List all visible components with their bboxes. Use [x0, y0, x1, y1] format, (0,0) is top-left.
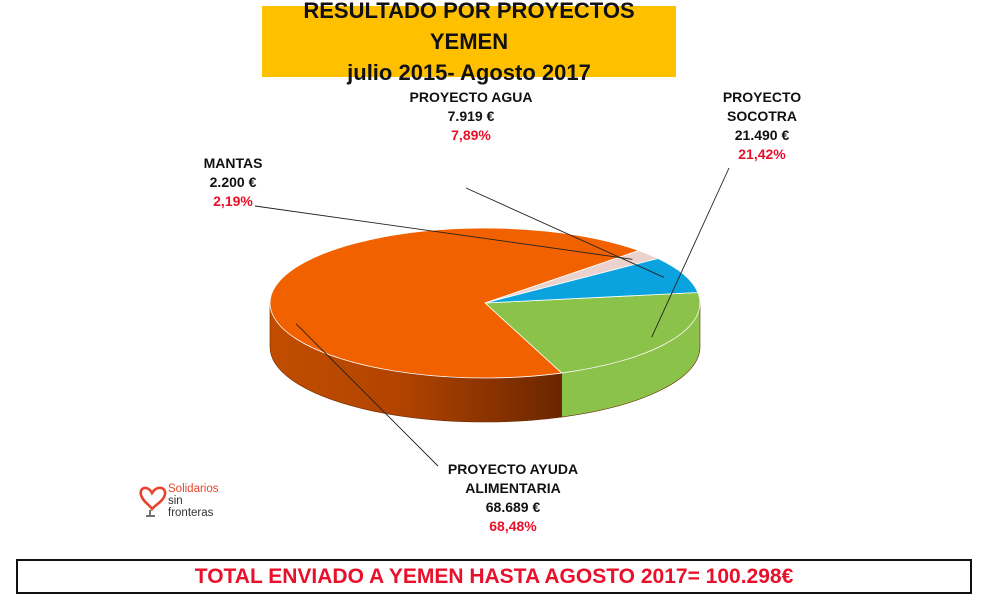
logo-line2: sin: [168, 495, 183, 507]
slice-name-mantas: MANTAS: [203, 155, 263, 171]
slice-amount-agua: 7.919 €: [447, 108, 495, 124]
slice-label-socotra: PROYECTO SOCOTRA 21.490 € 21,42%: [682, 88, 842, 164]
slice-label-agua: PROYECTO AGUA 7.919 € 7,89%: [391, 88, 551, 145]
slice-amount-alimentaria: 68.689 €: [485, 499, 541, 515]
leader-line-socotra: [651, 167, 730, 338]
slice-name-socotra-1: PROYECTO: [722, 89, 802, 105]
slice-agua: [484, 258, 699, 304]
slice-label-mantas: MANTAS 2.200 € 2,19%: [168, 154, 298, 211]
total-text: TOTAL ENVIADO A YEMEN HASTA AGOSTO 2017=…: [194, 564, 794, 588]
logo-line1: Solidarios: [168, 483, 219, 495]
heart-globe-icon: [139, 486, 167, 517]
slice-percent-alimentaria: 68,48%: [489, 518, 537, 534]
leader-line-agua: [465, 187, 665, 278]
slice-socotra: [484, 292, 701, 374]
slice-percent-socotra: 21,42%: [738, 146, 786, 162]
pie-top-layer: [269, 227, 701, 379]
slice-name-socotra-2: SOCOTRA: [727, 108, 797, 124]
logo-line3: fronteras: [168, 507, 214, 519]
slice-name-alimentaria-2: ALIMENTARIA: [465, 480, 561, 496]
logo: Solidarios sin fronteras: [138, 483, 248, 523]
slice-percent-mantas: 2,19%: [213, 193, 253, 209]
leader-lines: [254, 167, 730, 467]
slice-amount-mantas: 2.200 €: [209, 174, 257, 190]
chart-title-line2: julio 2015- Agosto 2017: [347, 60, 591, 85]
slice-name-alimentaria-1: PROYECTO AYUDA: [447, 461, 579, 477]
leader-line-alimentaria: [295, 323, 439, 467]
slice-label-alimentaria: PROYECTO AYUDA ALIMENTARIA 68.689 € 68,4…: [418, 460, 608, 536]
slice-name-agua: PROYECTO AGUA: [409, 89, 533, 105]
total-banner: TOTAL ENVIADO A YEMEN HASTA AGOSTO 2017=…: [16, 559, 972, 594]
slice-alimentaria: [269, 227, 641, 379]
leader-line-mantas: [254, 205, 633, 260]
logo-text: Solidarios sin fronteras: [168, 483, 219, 519]
slice-amount-socotra: 21.490 €: [734, 127, 790, 143]
chart-title-line1: RESULTADO POR PROYECTOS YEMEN: [303, 0, 635, 54]
chart-title: RESULTADO POR PROYECTOS YEMEN julio 2015…: [262, 0, 676, 85]
slice-percent-agua: 7,89%: [451, 127, 491, 143]
